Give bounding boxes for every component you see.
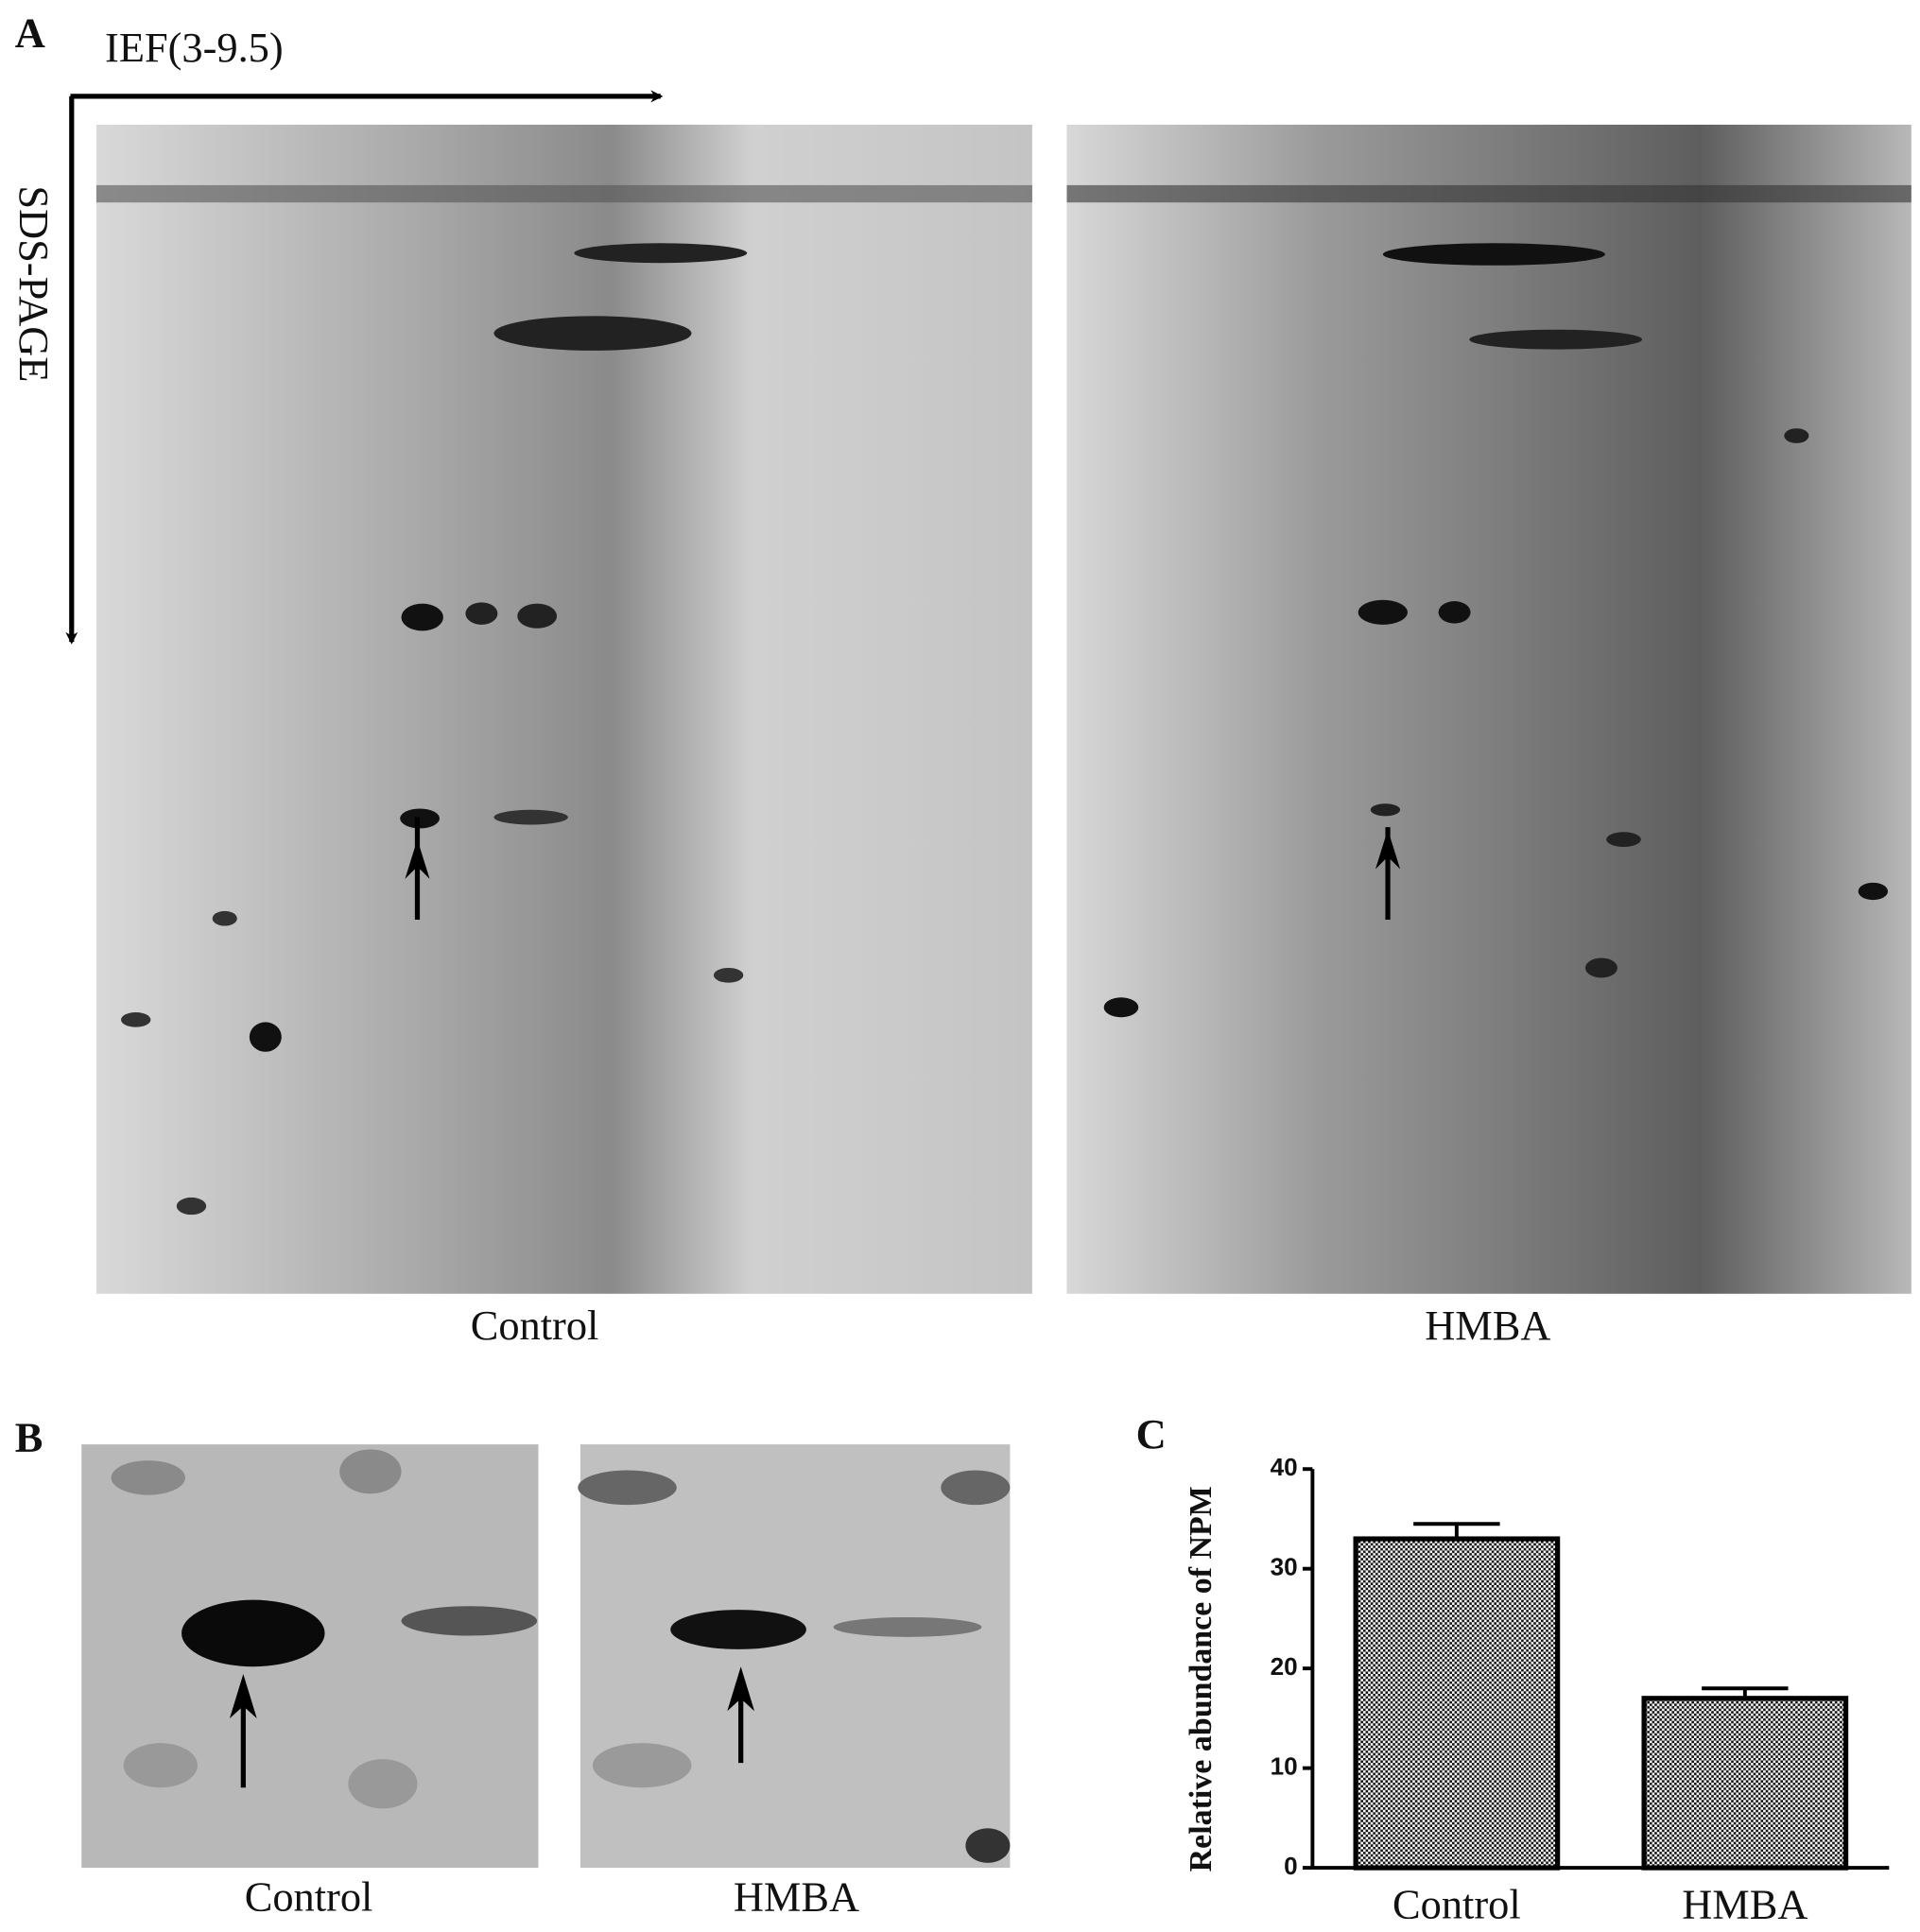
gel-image [1066, 124, 1911, 1294]
panel-label: C [1136, 1410, 1167, 1458]
panel-label: A [15, 9, 45, 56]
gel-image [81, 1444, 539, 1869]
y-tick-label: 10 [1271, 1752, 1298, 1781]
x-tick-label: HMBA [1682, 1880, 1808, 1927]
axis-label: SDS-PAGE [10, 185, 58, 382]
y-tick-label: 0 [1284, 1852, 1298, 1880]
panel-label: B [15, 1414, 43, 1461]
gel-image [95, 124, 1032, 1294]
bar [1353, 1536, 1561, 1871]
bar-chart: C Relative abundance of NPM 0 10 20 30 40 Con… [1136, 1410, 1890, 1927]
y-tick-label: 30 [1271, 1553, 1298, 1581]
gel-caption: Control [245, 1873, 373, 1921]
y-tick-label: 40 [1271, 1453, 1298, 1481]
gel-image [578, 1444, 1011, 1869]
gel-caption: HMBA [1425, 1302, 1550, 1349]
x-tick-label: Control [1392, 1880, 1521, 1927]
y-axis-label: Relative abundance of NPM [1184, 1486, 1219, 1872]
bar [1641, 1696, 1849, 1871]
axis-label: IEF(3-9.5) [105, 24, 284, 71]
gel-caption: Control [471, 1302, 599, 1349]
y-tick-label: 20 [1271, 1652, 1298, 1681]
gel-caption: HMBA [734, 1873, 859, 1921]
